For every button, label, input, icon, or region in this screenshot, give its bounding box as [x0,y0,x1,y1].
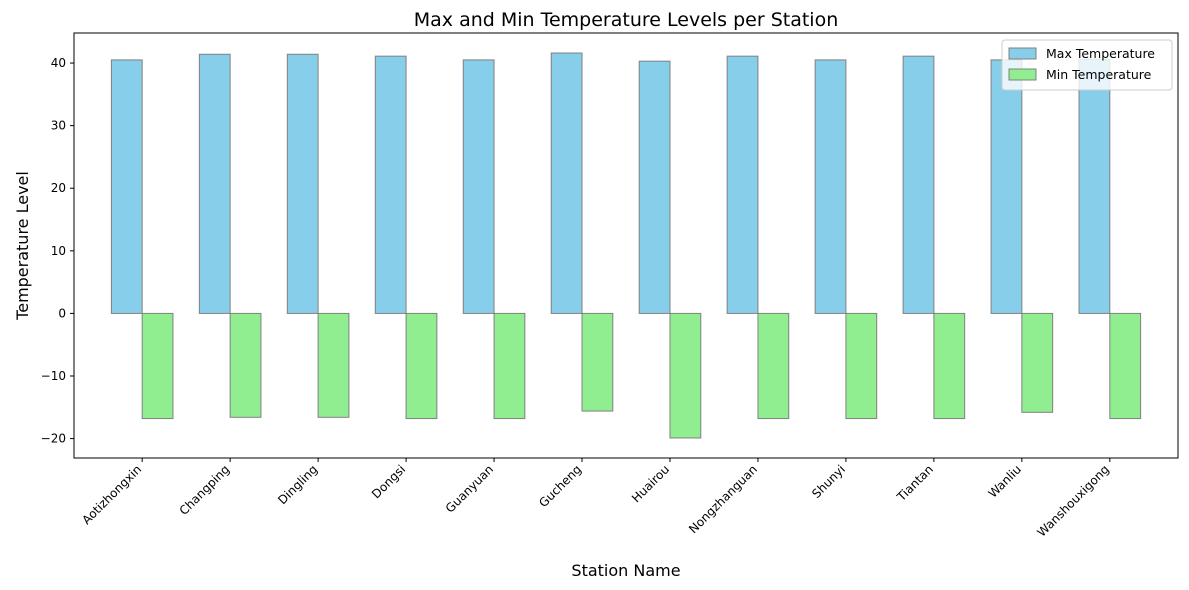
x-axis: Aotizhongxin Changping Dingling Dongsi Guany… [79,458,1112,540]
x-tick-label: Dingling [275,462,320,507]
bar-min-shunyi [845,312,878,420]
bar-min-wanliu [1021,312,1054,413]
y-tick-label: 20 [51,181,66,195]
bars-group [110,52,1142,439]
x-tick-label: Nongzhanguan [686,462,760,536]
x-tick-label: Gucheng [536,462,584,510]
bar-max-guanyuan [462,59,495,314]
bar-max-dingling [286,53,319,314]
bar-min-tiantan [933,312,966,420]
bar-min-gucheng [581,312,614,412]
legend-box [1001,39,1173,91]
y-tick-label: 0 [58,306,66,320]
y-tick-label: −10 [41,369,66,383]
plot-frame [73,32,1179,459]
x-tick-label: Shunyi [809,462,848,501]
y-tick-label: 30 [51,119,66,133]
bar-min-changping [229,312,262,418]
x-axis-label: Station Name [571,561,680,580]
x-tick-label: Dongsi [369,462,408,501]
bar-min-nongzhanguan [757,312,790,420]
x-tick-label: Tiantan [894,462,936,504]
x-tick-label: Wanliu [986,462,1024,500]
bar-max-shunyi [814,59,847,314]
y-axis-label: Temperature Level [13,171,32,321]
legend-label: Max Temperature [1046,46,1155,61]
chart-title: Max and Min Temperature Levels per Stati… [414,9,839,31]
bar-min-wanshouxigong [1109,312,1142,420]
bar-min-dongsi [405,312,438,420]
bar-max-huairou [638,60,671,314]
x-tick-label: Aotizhongxin [79,462,144,527]
x-tick-label: Huairou [629,462,672,505]
bar-max-changping [198,53,231,314]
x-tick-label: Changping [177,462,233,518]
bar-max-nongzhanguan [726,55,759,314]
legend-label: Min Temperature [1046,67,1152,82]
bar-max-wanshouxigong [1078,58,1111,314]
bar-min-aotizhongxin [141,312,174,420]
legend: Max Temperature Min Temperature [1001,39,1173,91]
x-tick-label: Guanyuan [443,462,496,515]
bar-min-dingling [317,312,350,418]
bar-min-guanyuan [493,312,526,420]
y-tick-label: −20 [41,432,66,446]
bar-max-gucheng [550,52,583,314]
y-axis: −20 −10 0 10 20 30 40 [41,56,74,446]
legend-swatch [1008,68,1037,81]
bar-max-aotizhongxin [110,59,143,314]
bar-min-huairou [669,312,702,439]
legend-swatch [1008,47,1037,60]
x-tick-label: Wanshouxigong [1035,462,1112,539]
bar-max-tiantan [902,55,935,314]
bar-max-dongsi [374,55,407,314]
y-tick-label: 40 [51,56,66,70]
bar-max-wanliu [990,59,1023,314]
y-tick-label: 10 [51,244,66,258]
